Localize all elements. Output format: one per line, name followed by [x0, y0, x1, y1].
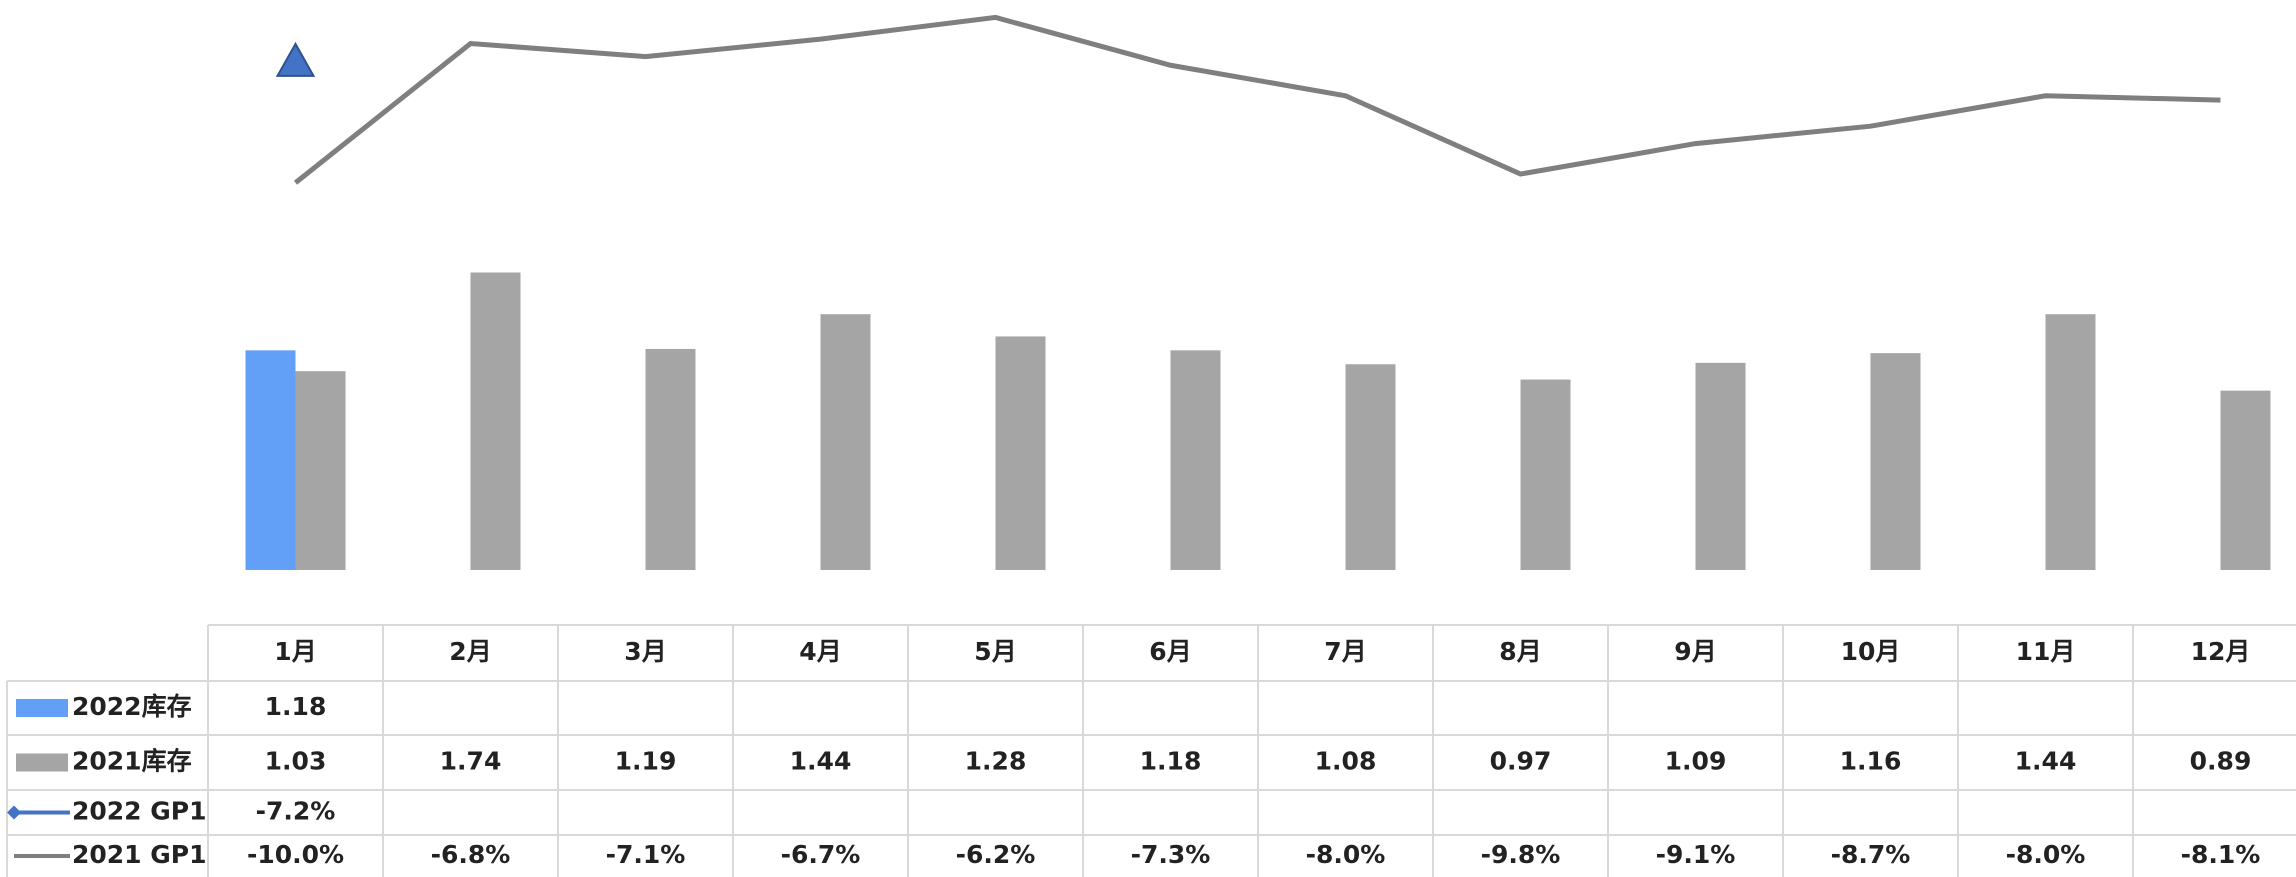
table-value: 0.97 [1490, 747, 1552, 776]
legend-label: 2022 GP1 [72, 797, 207, 826]
table-value: -8.7% [1831, 840, 1911, 869]
table-value: 1.18 [1140, 747, 1202, 776]
table-value: -9.8% [1481, 840, 1561, 869]
legend-label: 2021 GP1 [72, 840, 207, 869]
x-tick-label: 6月 [1149, 637, 1191, 666]
table-value: -7.1% [606, 840, 686, 869]
x-tick-label: 9月 [1674, 637, 1716, 666]
x-tick-label: 8月 [1499, 637, 1541, 666]
bar [1170, 350, 1221, 570]
bar [1870, 353, 1921, 570]
table-value: 0.89 [2190, 747, 2252, 776]
bar [470, 272, 521, 570]
table-value: 1.44 [790, 747, 852, 776]
x-tick-label: 2月 [449, 637, 491, 666]
x-tick-label: 7月 [1324, 637, 1366, 666]
table-value: -8.0% [1306, 840, 1386, 869]
x-tick-label: 1月 [274, 637, 316, 666]
legend-key [16, 753, 68, 772]
table-value: -7.3% [1131, 840, 1211, 869]
table-value: 1.18 [265, 692, 327, 721]
legend-key [16, 699, 68, 717]
bar [1695, 362, 1746, 570]
bar [2220, 390, 2271, 570]
legend-key [7, 805, 21, 820]
line [293, 14, 2221, 185]
table-value: 1.03 [265, 747, 327, 776]
table-value: 1.44 [2015, 747, 2077, 776]
x-tick-label: 4月 [799, 637, 841, 666]
table-value: 1.08 [1315, 747, 1377, 776]
line-marker [275, 41, 316, 77]
bar [1345, 364, 1396, 570]
bar [645, 348, 696, 570]
table-value: 1.28 [965, 747, 1027, 776]
table-value: -8.1% [2181, 840, 2261, 869]
table-value: 1.74 [440, 747, 502, 776]
table-value: 1.16 [1840, 747, 1902, 776]
bar [295, 371, 346, 570]
x-tick-label: 3月 [624, 637, 666, 666]
table-value: -6.8% [431, 840, 511, 869]
table-value: -6.2% [956, 840, 1036, 869]
bar [1520, 379, 1571, 570]
table-value: 1.19 [615, 747, 677, 776]
table-value: 1.09 [1665, 747, 1727, 776]
bar [2045, 314, 2096, 570]
table-value: -8.0% [2006, 840, 2086, 869]
bar [245, 350, 296, 570]
bar [820, 314, 871, 570]
x-tick-label: 5月 [974, 637, 1016, 666]
table-value: -9.1% [1656, 840, 1736, 869]
x-tick-label: 12月 [2191, 637, 2251, 666]
legend-label: 2021库存 [72, 747, 192, 776]
table-value: -10.0% [247, 840, 344, 869]
bar [995, 336, 1046, 570]
table-value: -7.2% [256, 797, 336, 826]
x-tick-label: 10月 [1841, 637, 1901, 666]
legend-label: 2022库存 [72, 692, 192, 721]
table-value: -6.7% [781, 840, 861, 869]
x-tick-label: 11月 [2016, 637, 2076, 666]
